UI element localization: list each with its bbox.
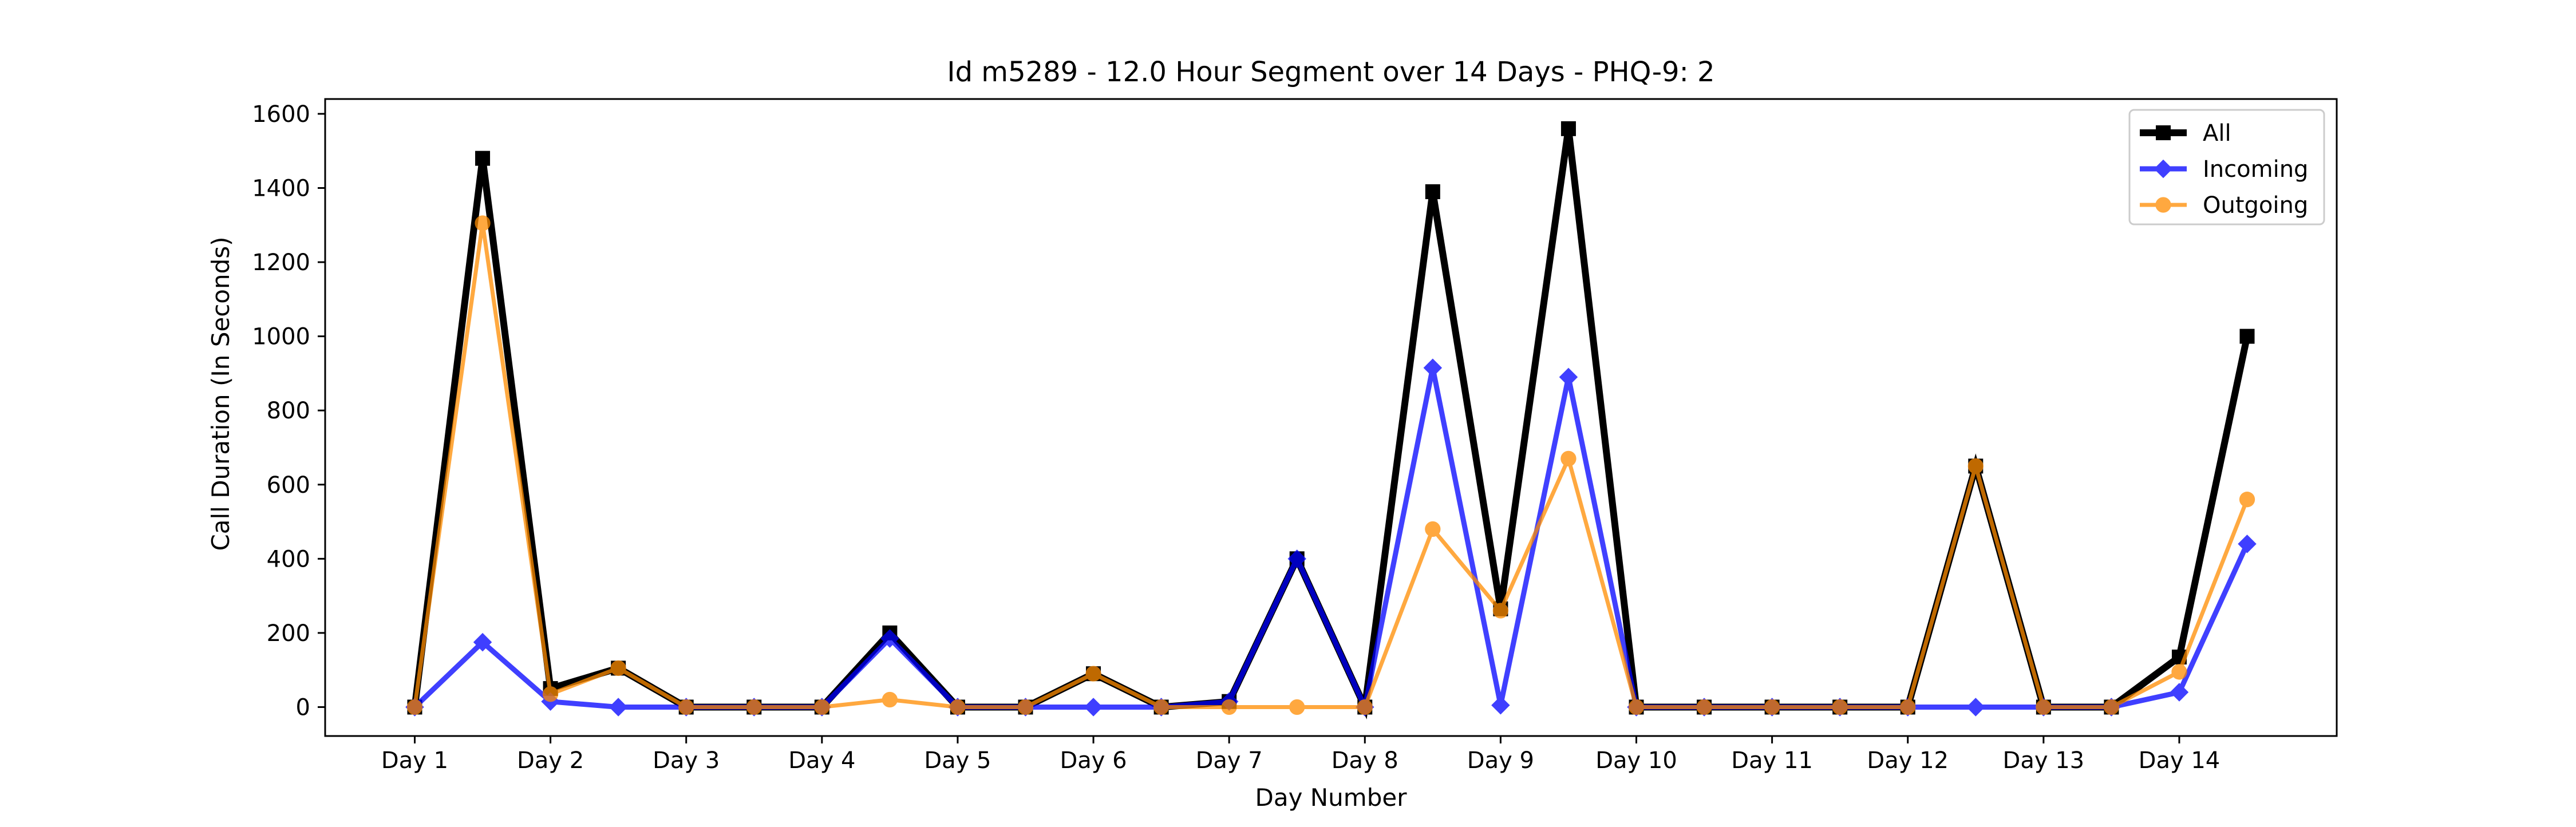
marker-outgoing — [1221, 699, 1237, 715]
x-tick-label: Day 5 — [924, 747, 991, 774]
marker-outgoing — [1289, 699, 1305, 715]
marker-outgoing — [1900, 699, 1916, 715]
y-tick-label: 400 — [267, 546, 310, 572]
marker-all — [475, 151, 491, 166]
marker-outgoing — [1357, 699, 1373, 715]
series-incoming — [405, 358, 2257, 717]
x-tick-label: Day 2 — [517, 747, 584, 774]
marker-outgoing — [1832, 699, 1848, 715]
x-tick-label: Day 12 — [1867, 747, 1949, 774]
marker-outgoing — [406, 699, 423, 715]
marker-outgoing — [814, 699, 830, 715]
series-all — [407, 121, 2255, 719]
legend-marker-outgoing — [2155, 197, 2171, 213]
line-outgoing — [413, 223, 2249, 709]
marker-incoming — [1423, 358, 1443, 377]
legend-marker-all — [2156, 125, 2171, 140]
marker-outgoing — [1628, 699, 1645, 715]
legend-marker-incoming — [2154, 159, 2173, 179]
legend-box — [2128, 109, 2325, 225]
x-axis-label: Day Number — [1255, 784, 1407, 812]
x-tick-label: Day 7 — [1196, 747, 1263, 774]
marker-outgoing — [1967, 458, 1984, 474]
marker-all — [2239, 329, 2255, 344]
x-tick-label: Day 10 — [1595, 747, 1677, 774]
marker-outgoing — [610, 660, 626, 676]
marker-incoming — [1491, 695, 1510, 715]
y-tick-label: 1200 — [252, 250, 310, 276]
marker-incoming — [2170, 683, 2189, 702]
legend: All Incoming Outgoing — [2128, 109, 2325, 225]
x-tick-label: Day 1 — [381, 747, 448, 774]
x-tick-label: Day 3 — [653, 747, 720, 774]
x-tick-label: Day 8 — [1332, 747, 1398, 774]
marker-outgoing — [1425, 521, 1441, 537]
y-tick-label: 0 — [296, 694, 310, 721]
marker-incoming — [1966, 698, 1985, 717]
marker-outgoing — [1560, 450, 1577, 467]
marker-incoming — [1287, 549, 1306, 568]
marker-outgoing — [950, 699, 966, 715]
marker-outgoing — [882, 691, 898, 708]
marker-outgoing — [1017, 699, 1034, 715]
legend-item-all — [2140, 125, 2187, 140]
legend-label-incoming: Incoming — [2203, 156, 2308, 183]
marker-outgoing — [1153, 699, 1170, 715]
y-tick-label: 200 — [267, 620, 310, 647]
marker-outgoing — [2103, 699, 2120, 715]
marker-incoming — [880, 629, 899, 648]
line-all — [411, 128, 2251, 719]
y-tick-label: 1600 — [252, 101, 310, 128]
marker-outgoing — [542, 686, 559, 702]
axes-frame — [324, 98, 2338, 737]
marker-outgoing — [1764, 699, 1780, 715]
x-tick-label: Day 9 — [1467, 747, 1534, 774]
marker-incoming — [473, 632, 492, 652]
marker-all — [1425, 184, 1440, 199]
y-tick-label: 600 — [267, 472, 310, 498]
legend-item-incoming — [2140, 159, 2187, 179]
marker-all — [1560, 121, 1576, 136]
marker-outgoing — [1696, 699, 1712, 715]
marker-outgoing — [2239, 492, 2255, 508]
marker-outgoing — [1492, 603, 1509, 619]
y-tick-label: 1000 — [252, 324, 310, 350]
legend-label-outgoing: Outgoing — [2203, 192, 2308, 219]
marker-outgoing — [678, 699, 694, 715]
y-axis-label: Call Duration (In Seconds) — [207, 236, 235, 551]
x-tick-label: Day 13 — [2003, 747, 2085, 774]
series-outgoing — [406, 215, 2255, 715]
x-tick-label: Day 4 — [788, 747, 855, 774]
marker-outgoing — [1085, 666, 1101, 682]
marker-outgoing — [475, 215, 491, 231]
y-tick-label: 800 — [267, 398, 310, 424]
marker-incoming — [1559, 367, 1578, 387]
x-tick-label: Day 11 — [1731, 747, 1813, 774]
chart-title: Id m5289 - 12.0 Hour Segment over 14 Day… — [947, 56, 1714, 88]
marker-incoming — [609, 698, 628, 717]
marker-outgoing — [746, 699, 762, 715]
plot-area: Day 1 Day 2 Day 3 Day 4 Day 5 Day 6 Day 7 Day 8… — [252, 98, 2338, 774]
x-tick-label: Day 14 — [2139, 747, 2221, 774]
y-tick-label: 1400 — [252, 175, 310, 201]
x-tick-label: Day 6 — [1060, 747, 1127, 774]
marker-outgoing — [2171, 664, 2187, 680]
marker-incoming — [2238, 535, 2257, 553]
marker-outgoing — [2036, 699, 2052, 715]
legend-label-all: All — [2203, 120, 2231, 147]
marker-incoming — [1084, 698, 1103, 717]
line-incoming — [413, 367, 2250, 716]
legend-item-outgoing — [2140, 197, 2187, 213]
